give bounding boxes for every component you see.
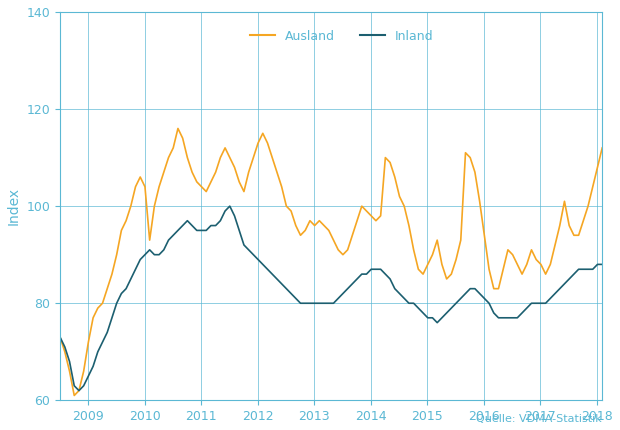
Y-axis label: Index: Index — [7, 187, 21, 225]
Ausland — [598, 145, 606, 150]
Line: Inland: Inland — [60, 206, 602, 390]
Inland — [250, 252, 257, 257]
Inland — [598, 262, 606, 267]
Text: Quelle: VDMA-Statistik: Quelle: VDMA-Statistik — [476, 414, 601, 424]
Ausland — [250, 155, 257, 160]
Ausland — [565, 223, 573, 228]
Ausland — [174, 126, 182, 131]
Inland — [518, 310, 526, 316]
Inland — [226, 203, 234, 209]
Inland — [56, 335, 64, 340]
Legend: Ausland, Inland: Ausland, Inland — [246, 26, 438, 46]
Ausland — [504, 247, 511, 252]
Inland — [75, 388, 82, 393]
Inland — [565, 276, 573, 282]
Ausland — [518, 271, 526, 276]
Inland — [396, 291, 403, 296]
Ausland — [429, 252, 436, 257]
Inland — [504, 315, 511, 320]
Ausland — [71, 393, 78, 398]
Line: Ausland: Ausland — [60, 129, 602, 396]
Inland — [429, 315, 436, 320]
Ausland — [396, 194, 403, 199]
Ausland — [56, 335, 64, 340]
